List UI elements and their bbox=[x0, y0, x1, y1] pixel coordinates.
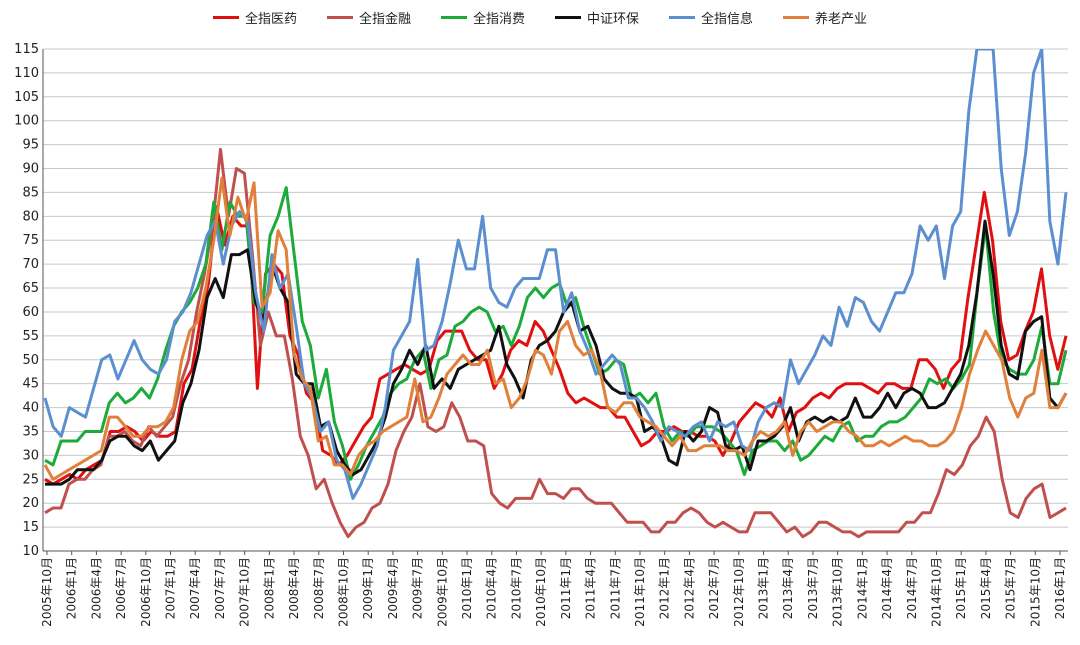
legend-item: 全指医药 bbox=[212, 6, 297, 28]
legend-item: 全指信息 bbox=[669, 6, 753, 28]
x-tick-label: 2011年10月 bbox=[633, 557, 647, 627]
x-tick-label: 2014年1月 bbox=[855, 557, 869, 619]
x-tick-label: 2012年10月 bbox=[732, 557, 746, 627]
x-tick-label: 2007年10月 bbox=[238, 557, 252, 627]
x-tick-label: 2006年10月 bbox=[139, 557, 153, 627]
x-tick-label: 2011年1月 bbox=[559, 557, 573, 619]
y-tick-label: 100 bbox=[14, 114, 39, 129]
x-tick-label: 2008年7月 bbox=[312, 557, 326, 619]
y-tick-label: 115 bbox=[14, 42, 39, 57]
x-tick-label: 2009年7月 bbox=[411, 557, 425, 619]
y-tick-label: 95 bbox=[22, 138, 39, 153]
legend-label: 全指信息 bbox=[701, 11, 754, 27]
series-line bbox=[44, 186, 1068, 481]
y-tick-label: 25 bbox=[22, 472, 39, 487]
legend-swatch bbox=[669, 15, 696, 19]
x-tick-label: 2008年1月 bbox=[262, 557, 276, 619]
x-tick-label: 2013年7月 bbox=[806, 557, 820, 619]
x-tick-label: 2010年10月 bbox=[534, 557, 548, 627]
x-tick-label: 2008年10月 bbox=[336, 557, 350, 627]
legend: 全指医药 全指金融 全指消费 中证环保 全指信息 养老产业 bbox=[0, 6, 1080, 28]
y-tick-label: 45 bbox=[22, 377, 39, 392]
x-tick-label: 2006年4月 bbox=[89, 557, 103, 619]
legend-swatch bbox=[326, 15, 353, 19]
y-tick-label: 85 bbox=[22, 185, 39, 200]
y-tick-label: 50 bbox=[22, 353, 39, 368]
y-tick-label: 20 bbox=[22, 496, 39, 511]
x-tick-label: 2014年7月 bbox=[905, 557, 919, 619]
series-line bbox=[45, 219, 1068, 486]
x-tick-label: 2010年4月 bbox=[485, 557, 499, 619]
legend-swatch bbox=[212, 15, 239, 19]
x-tick-label: 2015年10月 bbox=[1028, 557, 1042, 627]
y-tick-label: 75 bbox=[22, 233, 39, 248]
x-tick-label: 2015年1月 bbox=[954, 557, 968, 619]
legend-label: 全指消费 bbox=[472, 11, 525, 27]
x-tick-label: 2009年10月 bbox=[435, 557, 449, 627]
y-tick-label: 55 bbox=[22, 329, 39, 344]
legend-item: 养老产业 bbox=[783, 6, 867, 28]
legend-swatch bbox=[440, 15, 467, 19]
x-tick-label: 2011年7月 bbox=[608, 557, 622, 619]
y-tick-label: 35 bbox=[22, 424, 39, 439]
y-tick-label: 70 bbox=[22, 257, 39, 272]
legend-label: 养老产业 bbox=[815, 11, 868, 27]
x-tick-label: 2012年1月 bbox=[658, 557, 672, 619]
x-tick-label: 2014年4月 bbox=[880, 557, 894, 619]
x-tick-label: 2006年1月 bbox=[65, 557, 79, 619]
y-tick-label: 15 bbox=[22, 520, 39, 535]
legend-label: 全指金融 bbox=[358, 11, 411, 27]
legend-item: 中证环保 bbox=[555, 6, 639, 28]
y-tick-label: 110 bbox=[14, 66, 39, 81]
y-tick-label: 60 bbox=[22, 305, 39, 320]
series-line bbox=[43, 176, 1068, 481]
x-tick-label: 2007年1月 bbox=[164, 557, 178, 619]
legend-label: 中证环保 bbox=[587, 11, 640, 27]
y-tick-label: 80 bbox=[22, 209, 39, 224]
x-tick-label: 2005年10月 bbox=[40, 557, 54, 627]
x-tick-label: 2013年4月 bbox=[781, 557, 795, 619]
y-tick-label: 10 bbox=[22, 544, 39, 559]
x-tick-label: 2012年4月 bbox=[682, 557, 696, 619]
x-tick-label: 2012年7月 bbox=[707, 557, 721, 619]
y-tick-label: 90 bbox=[22, 162, 39, 177]
x-tick-label: 2016年1月 bbox=[1053, 557, 1067, 619]
x-tick-label: 2010年1月 bbox=[460, 557, 474, 619]
x-tick-label: 2011年4月 bbox=[584, 557, 598, 619]
x-tick-label: 2015年4月 bbox=[979, 557, 993, 619]
x-tick-label: 2007年7月 bbox=[213, 557, 227, 619]
y-tick-label: 65 bbox=[22, 281, 39, 296]
x-tick-label: 2010年7月 bbox=[509, 557, 523, 619]
x-tick-label: 2009年1月 bbox=[361, 557, 375, 619]
series-line bbox=[44, 147, 1067, 539]
x-tick-label: 2015年7月 bbox=[1004, 557, 1018, 619]
x-tick-label: 2013年1月 bbox=[757, 557, 771, 619]
x-tick-label: 2007年4月 bbox=[188, 557, 202, 619]
x-tick-label: 2009年4月 bbox=[386, 557, 400, 619]
y-tick-label: 105 bbox=[14, 90, 39, 105]
x-tick-label: 2014年10月 bbox=[929, 557, 943, 627]
x-tick-label: 2013年10月 bbox=[831, 557, 845, 627]
legend-item: 全指消费 bbox=[440, 6, 525, 28]
legend-label: 全指医药 bbox=[244, 11, 297, 27]
y-tick-label: 30 bbox=[22, 448, 39, 463]
legend-item: 全指金融 bbox=[326, 6, 411, 28]
legend-swatch bbox=[555, 15, 581, 19]
legend-swatch bbox=[783, 15, 810, 19]
x-tick-label: 2006年7月 bbox=[114, 557, 128, 619]
y-tick-label: 40 bbox=[22, 401, 39, 416]
x-tick-label: 2008年4月 bbox=[287, 557, 301, 619]
